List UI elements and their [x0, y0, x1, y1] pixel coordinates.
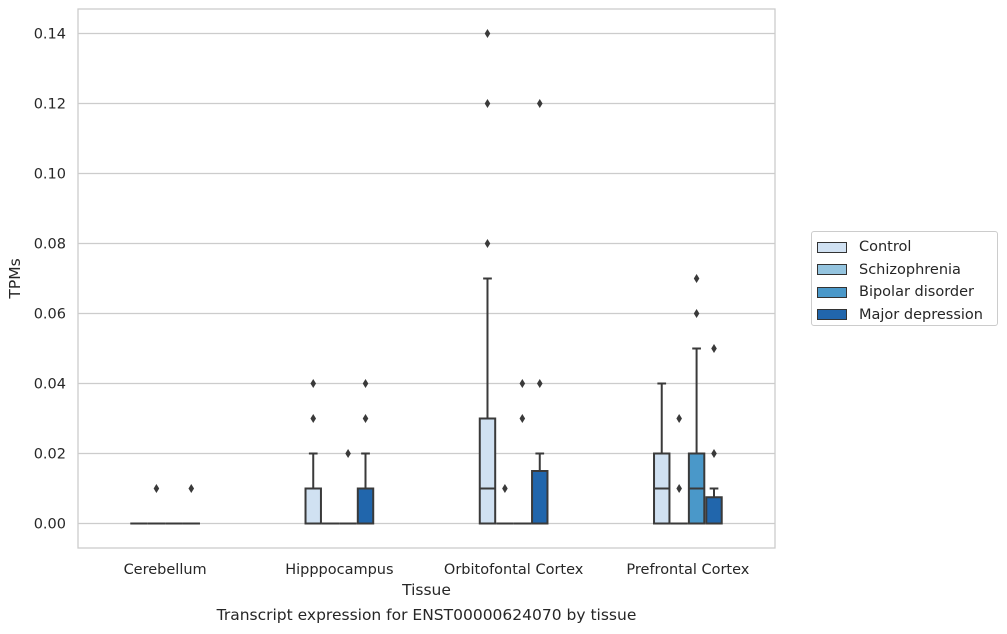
box-bipolar-disorder — [339, 449, 357, 525]
box-body — [705, 496, 723, 525]
x-tick-label: Cerebellum — [124, 562, 207, 578]
x-tick-label: Prefrontal Cortex — [626, 562, 749, 578]
box-major-depression — [531, 99, 549, 525]
legend-swatch-bipolar-disorder — [817, 286, 847, 298]
outlier-point — [536, 99, 543, 108]
outlier-point — [310, 379, 317, 388]
outlier-point — [362, 414, 369, 423]
outlier-point — [676, 484, 682, 493]
y-tick-label: 0.06 — [34, 307, 66, 323]
box-body — [356, 487, 375, 525]
legend-item-control: Control — [817, 236, 997, 259]
box-major-depression — [182, 484, 200, 525]
plot-frame — [77, 8, 776, 549]
x-tick-label: Hipppocampus — [285, 562, 393, 578]
x-tick-label: Orbitofontal Cortex — [444, 562, 584, 578]
x-axis-label: Tissue — [401, 581, 451, 599]
legend: Control Schizophrenia Bipolar disorder M… — [811, 231, 998, 326]
outlier-point — [484, 99, 491, 108]
x-tick-labels: Cerebellum Hipppocampus Orbitofontal Corte… — [124, 562, 750, 578]
legend-swatch-major-depression — [817, 309, 847, 321]
outlier-point — [310, 414, 317, 423]
box-control — [478, 29, 497, 525]
y-axis-label: TPMs — [6, 258, 24, 299]
y-tick-label: 0.02 — [34, 447, 66, 463]
outlier-point — [536, 379, 543, 388]
outlier-point — [484, 239, 491, 248]
box-major-depression — [356, 379, 375, 525]
outlier-point — [188, 484, 195, 493]
legend-swatch-control — [817, 241, 847, 253]
box-major-depression — [705, 344, 723, 525]
box-schizophrenia — [496, 484, 514, 525]
outlier-point — [519, 379, 526, 388]
outlier-point — [362, 379, 369, 388]
outlier-point — [676, 414, 682, 423]
grid-lines — [78, 32, 775, 525]
y-tick-label: 0.08 — [34, 237, 66, 253]
legend-item-major-depression: Major depression — [817, 304, 997, 327]
outlier-point — [693, 274, 700, 283]
y-tick-label: 0.00 — [34, 517, 66, 533]
outlier-point — [345, 449, 351, 458]
box-schizophrenia — [670, 414, 688, 525]
outlier-point — [484, 29, 491, 38]
box-body — [304, 487, 322, 525]
box-bipolar-disorder — [513, 379, 532, 525]
outlier-point — [519, 414, 526, 423]
y-tick-label: 0.12 — [34, 97, 66, 113]
box-bipolar-disorder — [687, 274, 706, 525]
legend-label-major-depression: Major depression — [859, 306, 983, 323]
chart-caption: Transcript expression for ENST0000062407… — [216, 606, 637, 624]
y-tick-label: 0.14 — [34, 27, 66, 43]
y-tick-labels: 0.00 0.02 0.04 0.06 0.08 0.10 0.12 0.14 — [34, 27, 66, 533]
y-tick-label: 0.10 — [34, 167, 66, 183]
legend-item-bipolar-disorder: Bipolar disorder — [817, 281, 997, 304]
legend-label-control: Control — [859, 239, 912, 256]
outlier-point — [502, 484, 508, 493]
box-body — [478, 417, 497, 525]
box-control — [653, 382, 671, 525]
box-control — [304, 379, 322, 525]
outlier-point — [711, 449, 717, 458]
legend-item-schizophrenia: Schizophrenia — [817, 259, 997, 282]
outlier-point — [693, 309, 700, 318]
outlier-point — [711, 344, 717, 353]
box-schizophrenia — [147, 484, 166, 525]
box-layer — [130, 29, 723, 525]
outlier-point — [153, 484, 160, 493]
legend-label-bipolar-disorder: Bipolar disorder — [859, 284, 974, 301]
box-body — [531, 470, 549, 525]
legend-swatch-schizophrenia — [817, 264, 847, 276]
y-tick-label: 0.04 — [34, 377, 66, 393]
legend-label-schizophrenia: Schizophrenia — [859, 261, 961, 278]
